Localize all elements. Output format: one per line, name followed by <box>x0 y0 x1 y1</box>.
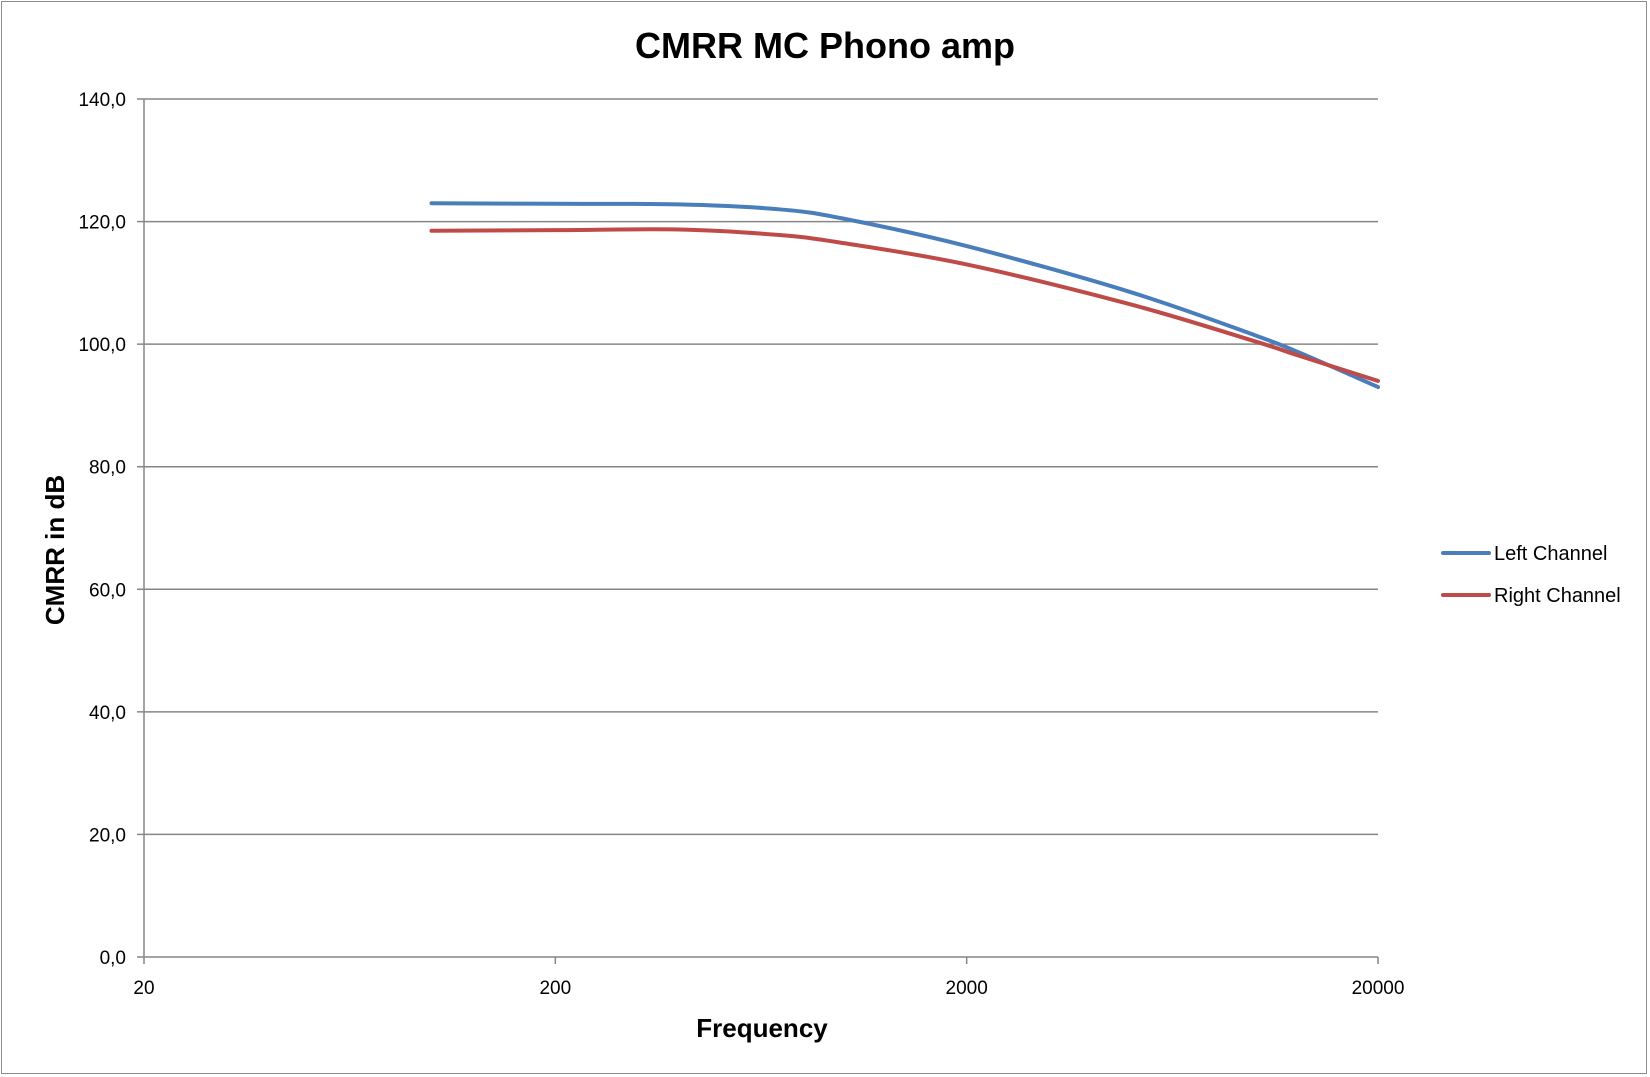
y-tick-label: 140,0 <box>78 90 126 111</box>
y-tick-label: 0,0 <box>100 948 126 969</box>
x-tick-label: 200 <box>539 978 571 999</box>
chart-title: CMRR MC Phono amp <box>635 25 1015 66</box>
x-axis-title: Frequency <box>696 1013 828 1043</box>
gridlines <box>137 98 1378 958</box>
y-tick-label: 20,0 <box>89 825 126 846</box>
x-tick-label: 20000 <box>1352 978 1405 999</box>
legend: Left Channel Right Channel <box>1441 543 1621 607</box>
x-tick-labels: 20 200 2000 20000 <box>133 978 1404 999</box>
series-line-right-channel <box>429 227 1380 383</box>
series-lines <box>429 201 1380 390</box>
legend-label-left-channel: Left Channel <box>1494 543 1607 565</box>
y-tick-label: 60,0 <box>89 580 126 601</box>
y-tick-label: 80,0 <box>89 458 126 479</box>
x-tick-label: 2000 <box>946 978 988 999</box>
y-tick-label: 100,0 <box>78 335 126 356</box>
axes <box>143 99 1379 964</box>
y-tick-label: 120,0 <box>78 213 126 234</box>
y-axis-title: CMRR in dB <box>40 475 70 625</box>
legend-label-right-channel: Right Channel <box>1494 585 1621 607</box>
y-tick-label: 40,0 <box>89 703 126 724</box>
series-line-left-channel <box>429 201 1380 390</box>
x-tick-label: 20 <box>133 978 154 999</box>
y-tick-labels: 0,0 20,0 40,0 60,0 80,0 100,0 120,0 140,0 <box>78 90 126 969</box>
